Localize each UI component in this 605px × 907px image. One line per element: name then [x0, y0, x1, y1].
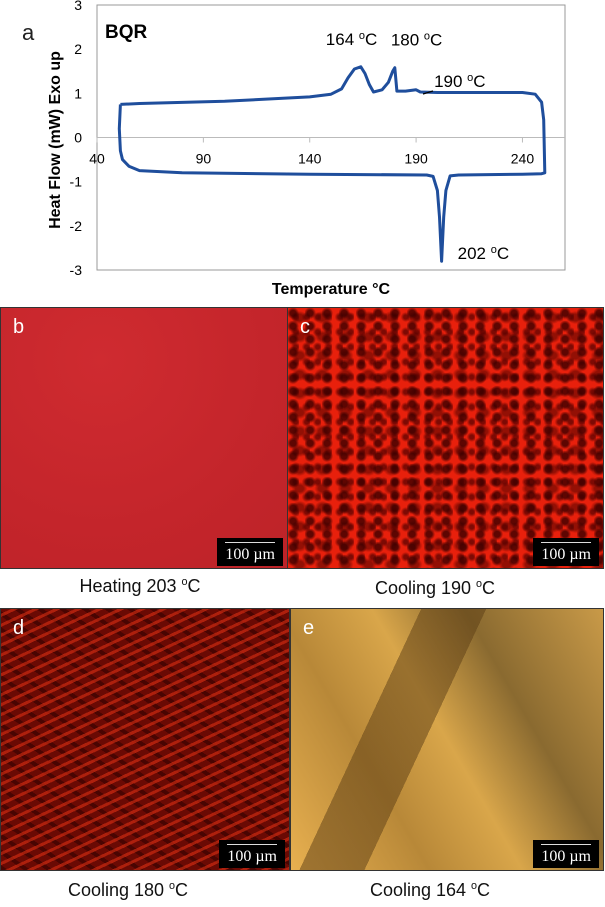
y-tick-label: 3 [74, 0, 82, 13]
scale-bar: 100 µm [219, 840, 285, 868]
caption-d: Cooling 180 oC [67, 880, 189, 900]
panel-label-a: a [22, 20, 35, 45]
scale-bar: 100 µm [533, 538, 599, 566]
y-tick-label: 0 [74, 130, 82, 146]
heat-flow-curve [117, 65, 547, 263]
peak-annotation: 190 oC [434, 72, 486, 91]
caption-e: Cooling 164 oC [369, 880, 491, 900]
peak-annotation: 180 oC [391, 31, 443, 50]
x-axis-label: Temperature °C [272, 281, 391, 298]
y-tick-label: 2 [74, 41, 82, 57]
x-tick-label: 240 [511, 151, 535, 167]
x-tick-label: 40 [89, 151, 105, 167]
annotation-arrow [422, 90, 434, 95]
y-axis-label: Heat Flow (mW) Exo up [47, 51, 64, 229]
panel-label: e [303, 617, 315, 639]
micrograph-c: c 100 µm [287, 307, 604, 569]
x-tick-label: 190 [404, 151, 428, 167]
panel-label: b [13, 316, 25, 338]
y-tick-label: -2 [70, 218, 83, 234]
scale-bar: 100 µm [533, 840, 599, 868]
micrograph-b: b 100 µm [0, 307, 288, 569]
peak-annotation: 202 oC [458, 244, 510, 263]
chart-title: BQR [105, 22, 148, 43]
panel-label: c [300, 316, 310, 338]
dsc-chart: a 40 90 140 190 240 3 2 1 0 -1 -2 -3 BQR Heat Flow … [22, 0, 566, 298]
x-tick-label: 90 [196, 151, 212, 167]
caption-b: Heating 203 oC [79, 576, 201, 596]
y-tick-label: -1 [70, 174, 83, 190]
y-tick-label: 1 [74, 85, 82, 101]
scale-bar: 100 µm [217, 538, 283, 566]
micrograph-e: e 100 µm [290, 608, 604, 871]
x-tick-label: 140 [298, 151, 322, 167]
panel-label: d [13, 617, 25, 639]
micrograph-d: d 100 µm [0, 608, 290, 871]
caption-c: Cooling 190 oC [374, 578, 496, 598]
peak-annotation: 164 oC [326, 30, 378, 49]
y-tick-label: -3 [70, 262, 83, 278]
